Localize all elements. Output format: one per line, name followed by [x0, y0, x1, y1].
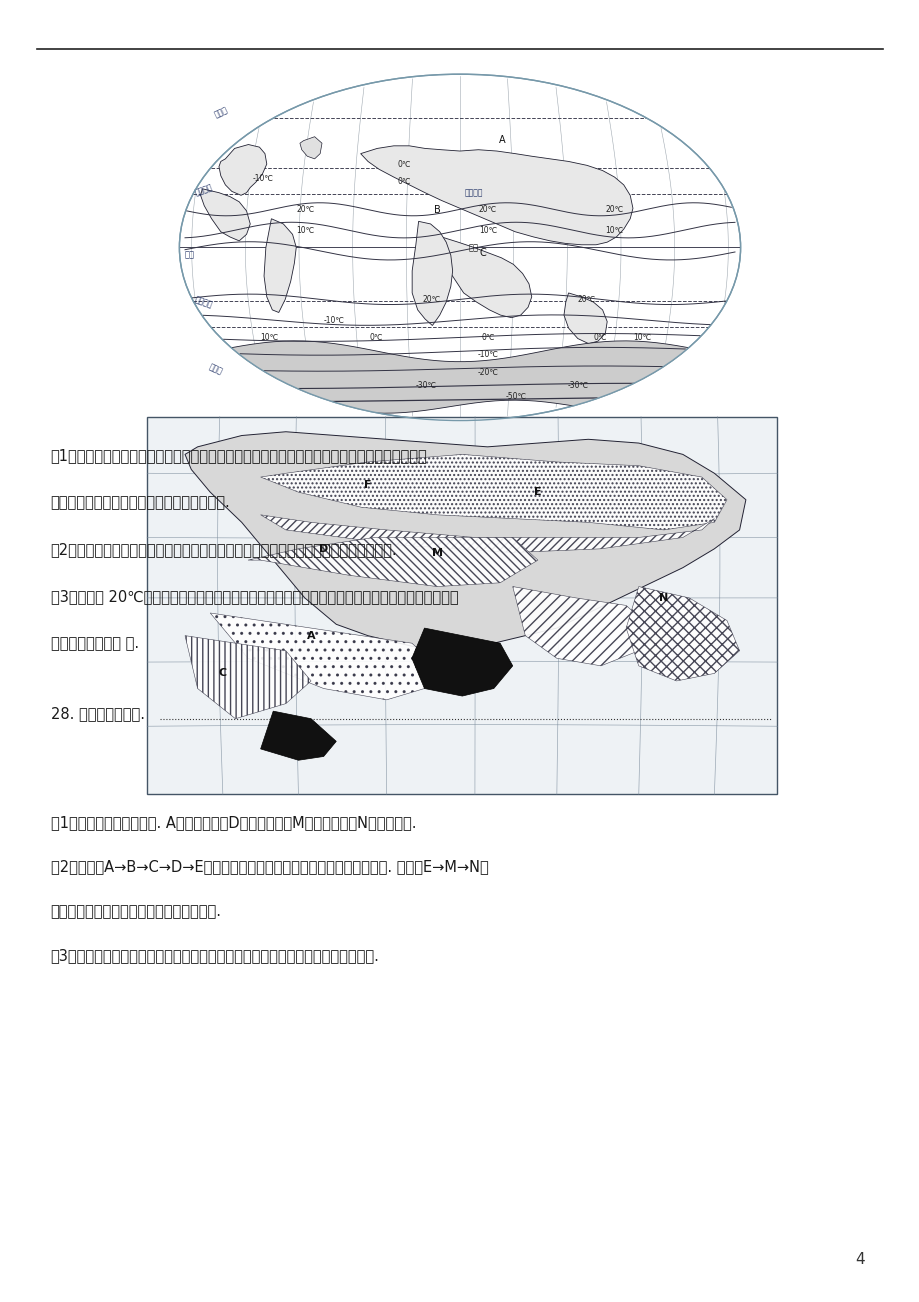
Text: 28. 读图，回答问题.: 28. 读图，回答问题. [51, 706, 144, 721]
Text: 洲，＿＿＿＿＿＿ 洲.: 洲，＿＿＿＿＿＿ 洲. [51, 635, 139, 651]
Polygon shape [219, 145, 267, 195]
Text: E: E [534, 487, 541, 497]
Polygon shape [248, 538, 538, 586]
Text: N: N [659, 592, 668, 603]
Text: 20℃: 20℃ [576, 294, 595, 303]
Text: 10℃: 10℃ [605, 225, 623, 234]
Text: M: M [431, 548, 442, 557]
Polygon shape [412, 221, 452, 326]
Polygon shape [185, 635, 311, 719]
Text: 4: 4 [855, 1251, 864, 1267]
Text: 北回归线: 北回归线 [193, 182, 213, 198]
Text: 0℃: 0℃ [369, 333, 382, 342]
Text: -50℃: -50℃ [505, 392, 526, 401]
Polygon shape [441, 237, 531, 318]
Text: 10℃: 10℃ [260, 333, 278, 342]
Text: 0℃: 0℃ [593, 333, 607, 342]
Text: （1）热带地区的年平均气温在＿＿＿＿＿以上，南极地区和北极地区的年平均气温在＿＿＿＿＿: （1）热带地区的年平均气温在＿＿＿＿＿以上，南极地区和北极地区的年平均气温在＿＿… [51, 448, 427, 464]
Text: 10℃: 10℃ [632, 333, 651, 342]
Text: 南极圈: 南极圈 [208, 362, 223, 376]
Text: 0℃: 0℃ [397, 177, 410, 186]
Text: B: B [281, 729, 289, 738]
Polygon shape [360, 146, 632, 245]
Text: F: F [364, 479, 371, 490]
Polygon shape [260, 711, 336, 760]
Text: B: B [434, 204, 440, 215]
Polygon shape [210, 613, 437, 699]
Polygon shape [412, 628, 512, 697]
Text: 20℃: 20℃ [423, 294, 440, 303]
Text: 北极圈: 北极圈 [213, 105, 229, 120]
Text: A: A [498, 135, 505, 146]
Text: -30℃: -30℃ [415, 381, 437, 391]
Text: C: C [479, 249, 485, 258]
Polygon shape [260, 454, 726, 530]
Text: 要反映了＿＿＿＿＿对气候分布差异的影响.: 要反映了＿＿＿＿＿对气候分布差异的影响. [51, 904, 221, 919]
Polygon shape [563, 293, 607, 344]
Text: 南回归线: 南回归线 [193, 296, 213, 310]
Polygon shape [213, 341, 706, 413]
Text: （3）北冰洋沿岸属于＿＿＿＿＿气候，亚欧大陆面积广大的气候类型是＿＿＿＿＿.: （3）北冰洋沿岸属于＿＿＿＿＿气候，亚欧大陆面积广大的气候类型是＿＿＿＿＿. [51, 948, 379, 963]
Polygon shape [300, 137, 322, 159]
Text: 赤道: 赤道 [469, 243, 479, 253]
Text: D: D [319, 544, 328, 553]
Polygon shape [264, 219, 296, 312]
Text: 以下，全球气温分布的总趋势是＿＿＿＿＿＿.: 以下，全球气温分布的总趋势是＿＿＿＿＿＿. [51, 495, 230, 510]
Bar [147, 417, 777, 794]
Text: 北回归线: 北回归线 [464, 189, 482, 198]
Ellipse shape [179, 74, 740, 421]
Text: C: C [219, 668, 227, 678]
Polygon shape [626, 586, 739, 681]
Polygon shape [185, 432, 745, 651]
Text: 20℃: 20℃ [296, 204, 314, 214]
Text: （2）从气候A→B→C→D→E，主要反映了＿＿＿＿＿对气候分布差异的影响. 从气候E→M→N主: （2）从气候A→B→C→D→E，主要反映了＿＿＿＿＿对气候分布差异的影响. 从气… [51, 859, 488, 875]
Text: -30℃: -30℃ [567, 381, 588, 391]
Polygon shape [512, 586, 651, 665]
Text: 10℃: 10℃ [296, 225, 314, 234]
Text: 0℃: 0℃ [481, 333, 494, 342]
Text: （1）写出气候类型的名称. A＿＿＿＿＿；D＿＿＿＿＿；M＿＿＿＿＿；N＿＿＿＿＿.: （1）写出气候类型的名称. A＿＿＿＿＿；D＿＿＿＿＿；M＿＿＿＿＿；N＿＿＿＿… [51, 815, 415, 831]
Polygon shape [260, 514, 714, 552]
Polygon shape [200, 189, 250, 241]
Text: -10℃: -10℃ [323, 315, 344, 324]
Text: A: A [306, 630, 315, 641]
Text: 赤道: 赤道 [185, 251, 195, 260]
Text: 10℃: 10℃ [479, 225, 496, 234]
Text: -10℃: -10℃ [253, 173, 274, 182]
Text: -10℃: -10℃ [477, 350, 498, 359]
Text: 20℃: 20℃ [479, 204, 496, 214]
Text: （3）南半球 20℃等温线大致与＿＿＿＿＿＿＿（纬线）平行，穿过＿＿＿＿＿＿洲，＿＿＿＿＿＿: （3）南半球 20℃等温线大致与＿＿＿＿＿＿＿（纬线）平行，穿过＿＿＿＿＿＿洲，… [51, 589, 458, 604]
Text: （2）受海陆性质的影响，同纬度地带，夏季＿＿＿＿＿气温高，冬季＿＿＿＿＿气温高.: （2）受海陆性质的影响，同纬度地带，夏季＿＿＿＿＿气温高，冬季＿＿＿＿＿气温高. [51, 542, 397, 557]
Text: 0℃: 0℃ [397, 160, 410, 169]
Text: -20℃: -20℃ [477, 367, 498, 376]
Text: 20℃: 20℃ [605, 204, 623, 214]
